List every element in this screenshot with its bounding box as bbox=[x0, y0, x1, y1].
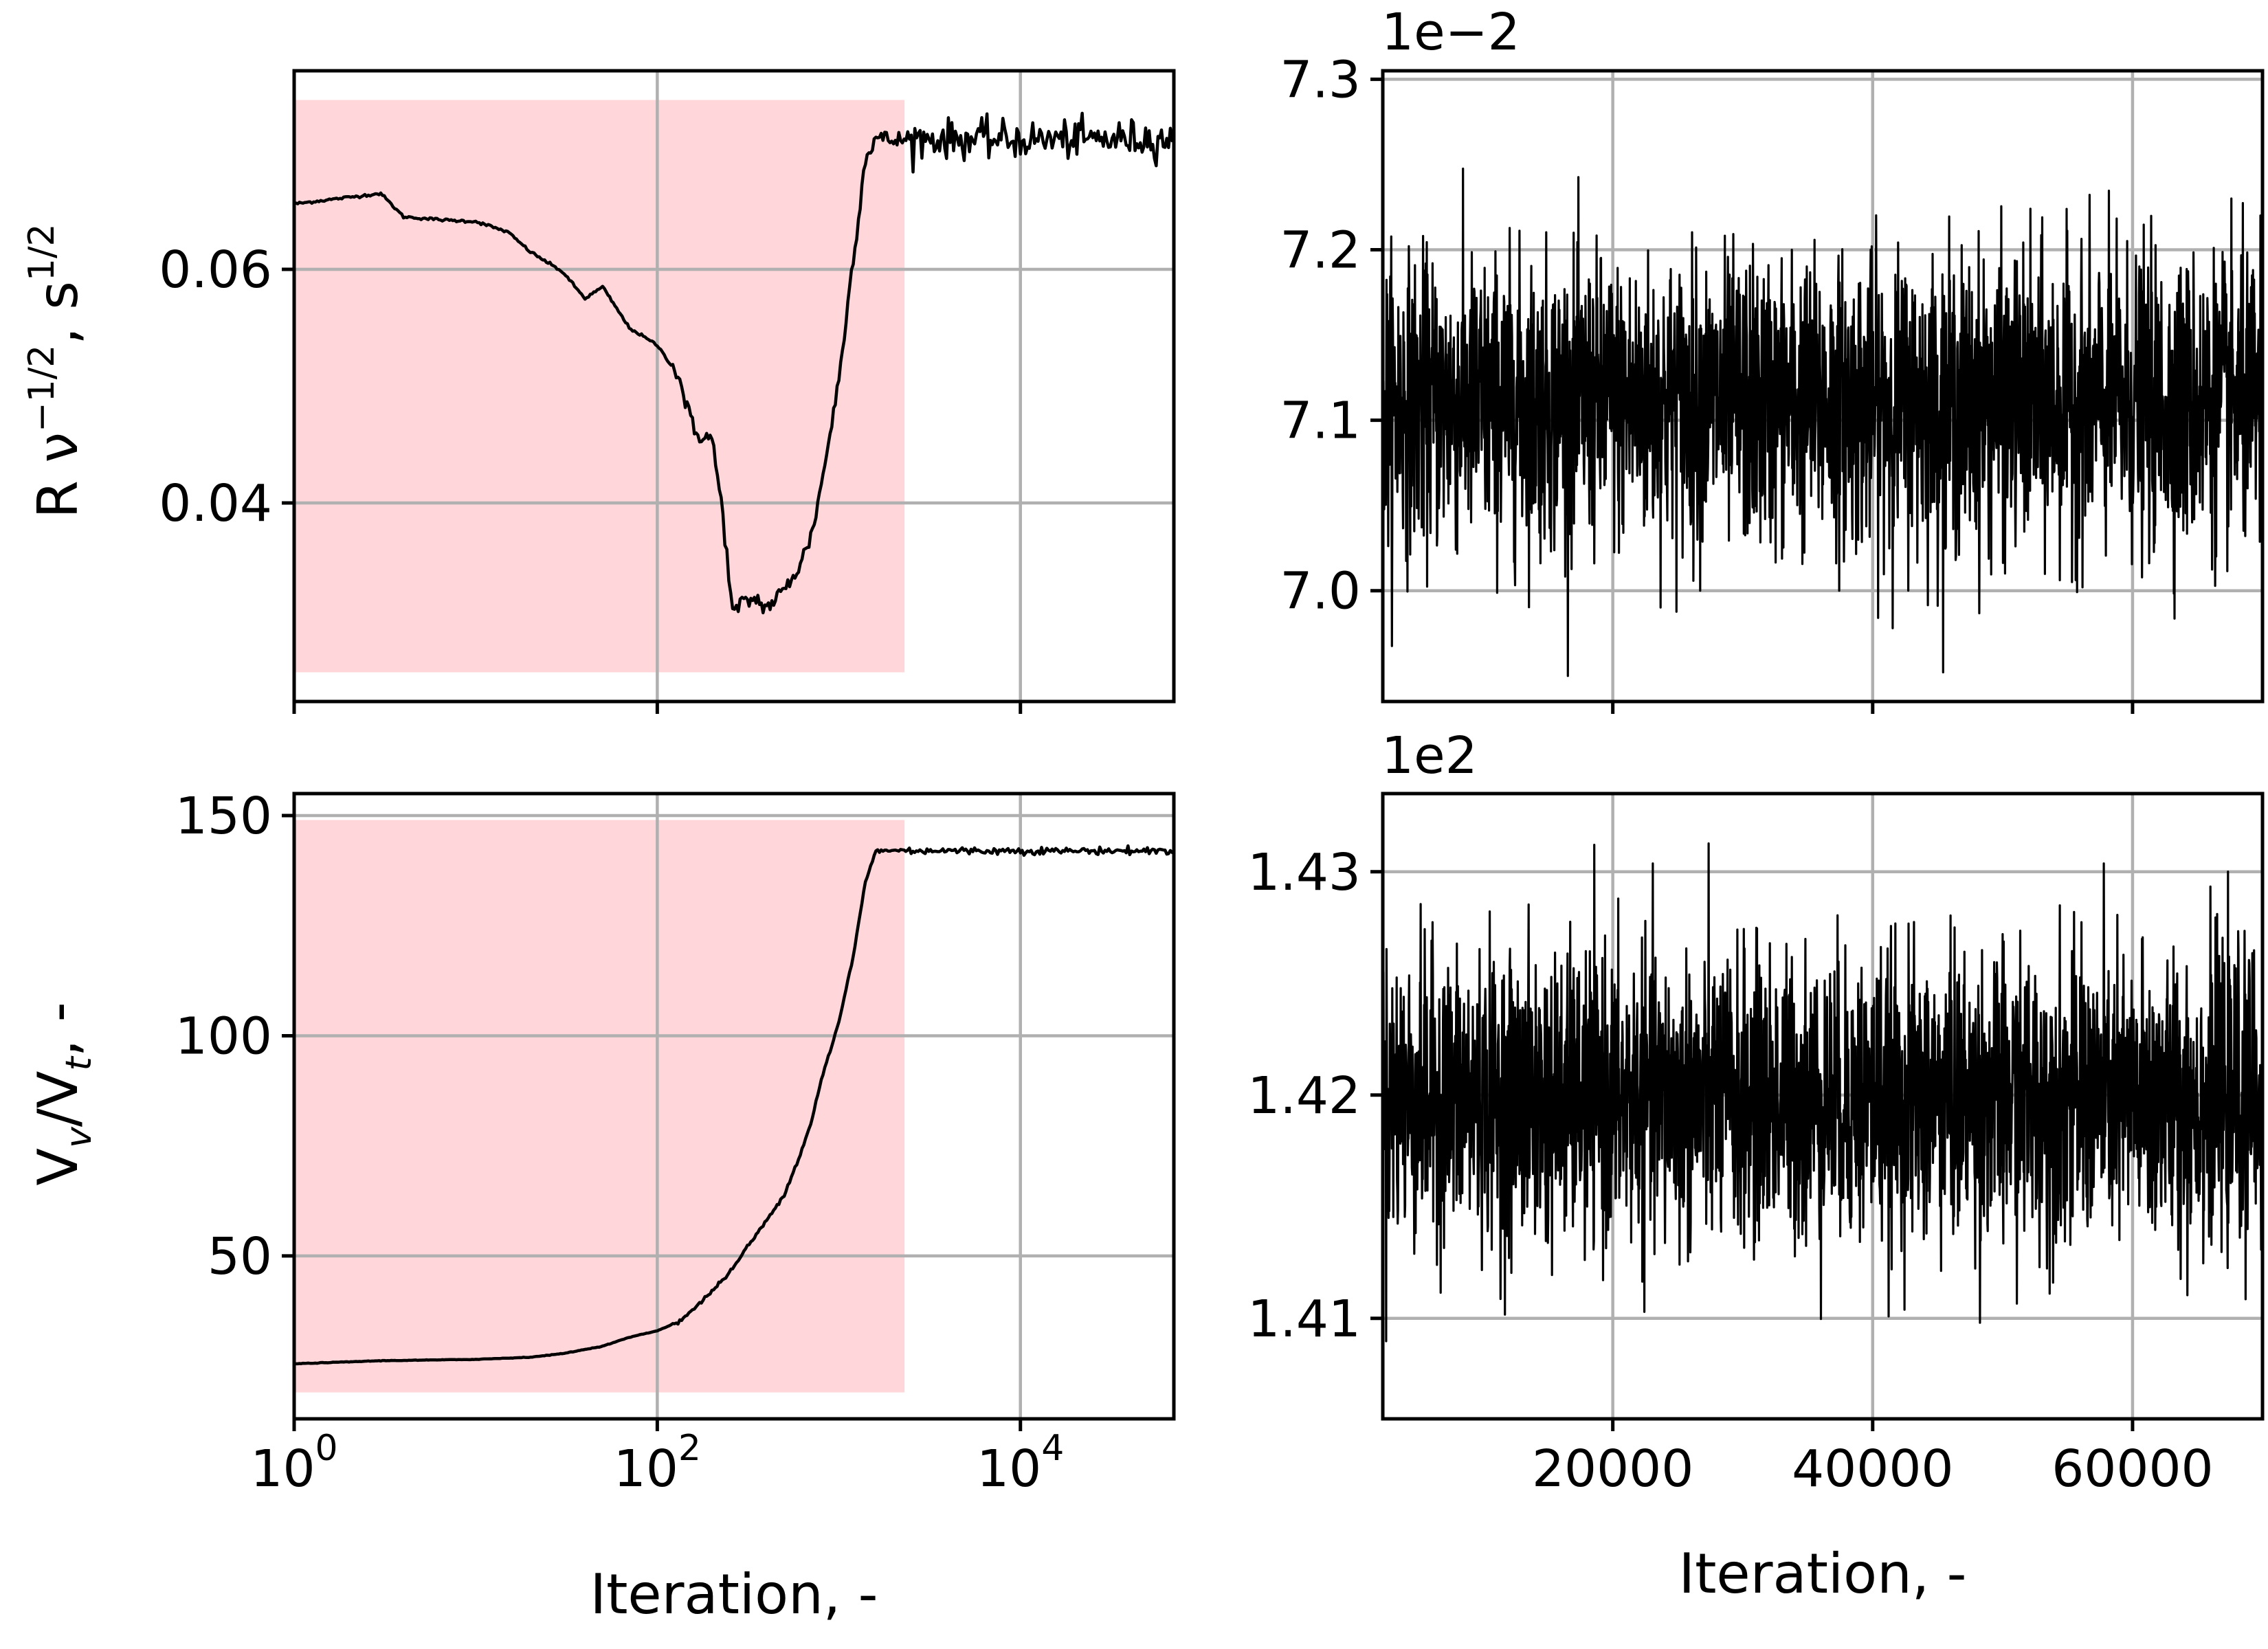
y-tick-label: 1.41 bbox=[1247, 1290, 1361, 1349]
x-tick-label: 104 bbox=[977, 1428, 1064, 1499]
ylabel-bottom-left: Vv/Vt, - bbox=[26, 1002, 100, 1185]
ylabel-top-left-mid: , s bbox=[26, 281, 90, 345]
x-tick-label-base: 10 bbox=[977, 1439, 1041, 1499]
y-tick-label: 100 bbox=[175, 1007, 272, 1066]
ylabel-top-left-exp2: 1/2 bbox=[21, 223, 63, 281]
offset-text-top-right: 1e−2 bbox=[1381, 3, 1520, 62]
shaded-region bbox=[294, 820, 905, 1393]
y-tick-label: 7.3 bbox=[1280, 50, 1361, 109]
x-tick-label: 20000 bbox=[1532, 1439, 1693, 1499]
y-tick-label: 1.42 bbox=[1247, 1066, 1361, 1125]
ylabel-top-left: R ν−1/2, s1/2 bbox=[21, 223, 90, 518]
data-series bbox=[1383, 167, 2263, 677]
xlabel-bottom-right: Iteration, - bbox=[1678, 1542, 1966, 1606]
y-tick-label: 0.04 bbox=[159, 474, 272, 533]
ylabel-bottom-left-p3: , - bbox=[26, 1002, 90, 1057]
panel-bottom-right: 20000 40000 60000 1.41 1.42 1.43 bbox=[1247, 792, 2265, 1499]
y-tick-label: 1.43 bbox=[1247, 843, 1361, 902]
ylabel-bottom-left-p1: V bbox=[26, 1148, 90, 1186]
shaded-region bbox=[294, 100, 905, 673]
y-tick-label: 50 bbox=[208, 1227, 272, 1286]
x-tick-label: 40000 bbox=[1792, 1439, 1953, 1499]
ylabel-bottom-left-s1: v bbox=[58, 1126, 100, 1148]
data-series bbox=[1383, 842, 2263, 1343]
axes-frame bbox=[292, 69, 1176, 704]
x-tick-label-base: 10 bbox=[614, 1439, 678, 1499]
x-tick-label-base: 10 bbox=[250, 1439, 315, 1499]
x-tick-label: 60000 bbox=[2052, 1439, 2213, 1499]
ylabel-top-left-base: R ν bbox=[26, 432, 90, 519]
y-tick-label: 7.0 bbox=[1280, 562, 1361, 621]
data-series bbox=[294, 111, 1174, 615]
ylabel-top-left-exp1: −1/2 bbox=[21, 345, 63, 432]
axes-frame bbox=[1381, 792, 2265, 1421]
y-tick-label: 7.2 bbox=[1280, 221, 1361, 280]
y-tick-label: 0.06 bbox=[159, 240, 272, 300]
xlabel-bottom-left: Iteration, - bbox=[590, 1562, 878, 1626]
ylabel-bottom-left-p2: /V bbox=[26, 1070, 90, 1127]
panel-top-left: 0.04 0.06 bbox=[159, 69, 1176, 714]
data-series bbox=[294, 844, 1174, 1366]
y-tick-label: 7.1 bbox=[1280, 392, 1361, 451]
x-tick-label: 102 bbox=[614, 1428, 701, 1499]
axes-frame bbox=[1381, 69, 2265, 704]
y-tick-label: 150 bbox=[175, 787, 272, 846]
ylabel-bottom-left-s2: t bbox=[58, 1055, 100, 1070]
x-tick-label: 100 bbox=[250, 1428, 337, 1499]
x-tick-label-exponent: 2 bbox=[678, 1428, 701, 1469]
x-tick-label-exponent: 0 bbox=[315, 1428, 338, 1469]
offset-text-bottom-right: 1e2 bbox=[1381, 726, 1478, 785]
axes-frame bbox=[292, 792, 1176, 1421]
panel-top-right: 7.0 7.1 7.2 7.3 bbox=[1280, 50, 2265, 714]
x-tick-label-exponent: 4 bbox=[1041, 1428, 1064, 1469]
